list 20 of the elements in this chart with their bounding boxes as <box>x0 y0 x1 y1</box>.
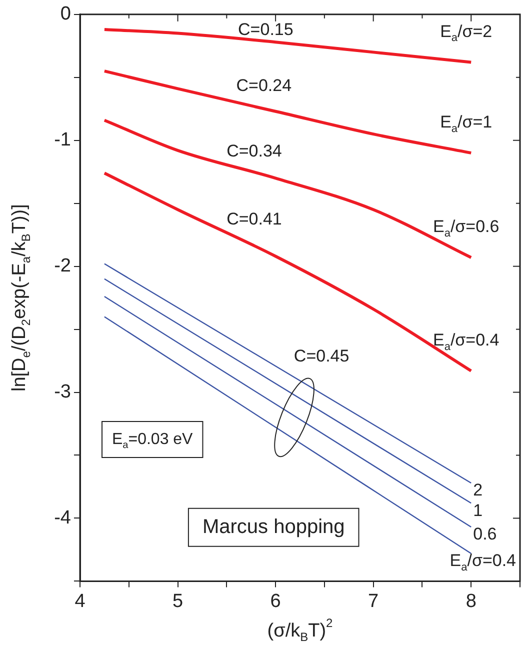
x-tick-label: 6 <box>270 590 281 612</box>
series-label: 2 <box>473 480 483 500</box>
series-label: 1 <box>473 500 483 520</box>
annotation: C=0.45 <box>294 346 350 366</box>
annotation: C=0.24 <box>236 76 292 96</box>
y-tick-label: -3 <box>54 382 71 402</box>
x-tick-label: 4 <box>74 590 86 612</box>
x-tick-label: 7 <box>368 590 379 612</box>
annotation: Marcus hopping <box>202 516 345 538</box>
annotation: C=0.34 <box>226 141 282 160</box>
y-tick-label: -4 <box>54 507 72 528</box>
x-tick-label: 8 <box>466 590 476 612</box>
annotation: C=0.15 <box>238 20 294 39</box>
y-tick-label: 0 <box>60 4 71 25</box>
annotation: C=0.41 <box>226 209 282 228</box>
y-tick-label: -2 <box>54 256 71 277</box>
text: ln[De/(D2exp(-Ea/kBT))] <box>9 204 33 392</box>
series-label: 0.6 <box>473 524 497 544</box>
x-tick-label: 5 <box>172 590 184 612</box>
y-tick-label: -1 <box>54 130 71 151</box>
